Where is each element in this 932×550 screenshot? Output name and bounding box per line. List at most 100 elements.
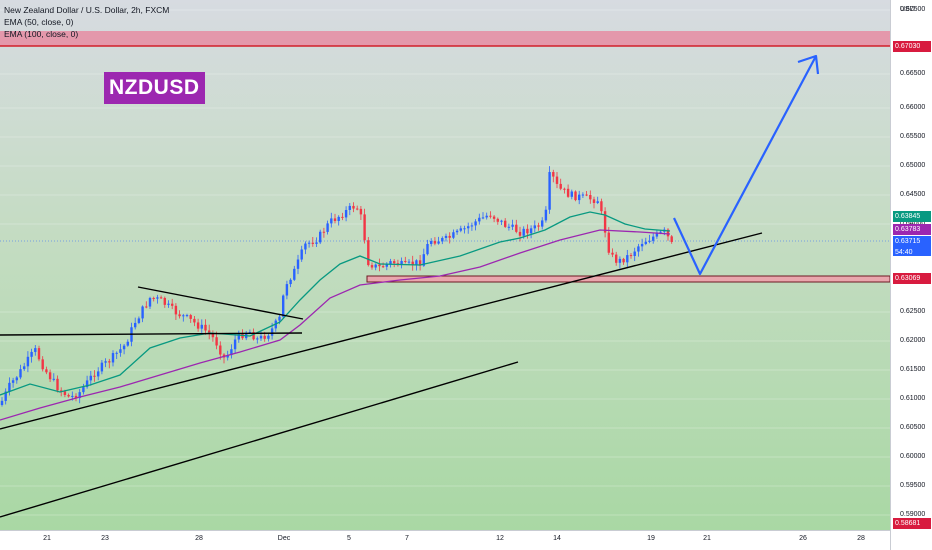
candle-body — [566, 188, 570, 197]
time-tick-label: 21 — [703, 535, 711, 542]
candle-body — [15, 377, 18, 381]
time-tick-label: Dec — [277, 535, 291, 542]
candle-body — [615, 254, 618, 263]
candle-body — [381, 266, 385, 268]
candle-body — [30, 351, 33, 357]
candle-body — [23, 366, 26, 370]
candle-body — [548, 172, 551, 210]
candle-body — [500, 220, 503, 222]
candle-body — [644, 241, 647, 244]
candle-body — [126, 341, 129, 346]
candle-body — [463, 228, 466, 230]
candle-body — [507, 226, 511, 228]
candle-body — [196, 322, 200, 329]
candle-body — [34, 348, 37, 352]
candle-body — [489, 215, 492, 217]
forecast-arrow-head — [797, 54, 820, 75]
candle-body — [496, 218, 499, 222]
candle-body — [478, 217, 481, 222]
candle-body — [426, 243, 429, 255]
time-tick-label: 28 — [195, 535, 203, 542]
candle-body — [389, 261, 392, 264]
candles — [0, 166, 673, 407]
candle-body — [208, 330, 211, 334]
candle-body — [559, 183, 562, 189]
candle-body — [407, 261, 411, 263]
candle-body — [322, 231, 326, 233]
candle-body — [511, 224, 514, 227]
candle-body — [319, 231, 322, 243]
candle-body — [393, 261, 396, 264]
candle-body — [285, 284, 289, 296]
candle-body — [48, 372, 52, 380]
ema-50-legend[interactable]: EMA (50, close, 0) — [4, 17, 74, 27]
candle-body — [293, 268, 296, 280]
candle-body — [640, 243, 644, 247]
candle-body — [433, 241, 437, 244]
candle-body — [411, 261, 414, 266]
candle-body — [156, 297, 159, 299]
candle-body — [189, 315, 192, 319]
candle-body — [204, 324, 207, 331]
candle-body — [652, 236, 655, 241]
lower-channel-line[interactable] — [0, 361, 519, 518]
candle-body — [474, 221, 477, 226]
ema-100-price-tag: 0.63783 — [893, 224, 931, 235]
time-axis[interactable] — [0, 530, 890, 550]
candle-body — [378, 264, 381, 267]
candle-body — [311, 242, 314, 244]
price-tick-label: 0.61500 — [900, 366, 926, 373]
time-tick-label: 5 — [347, 535, 351, 542]
time-tick-label: 23 — [101, 535, 109, 542]
candle-body — [344, 209, 348, 218]
candle-body — [356, 208, 359, 210]
price-tick-label: 0.62500 — [900, 308, 926, 315]
time-tick-label: 21 — [43, 535, 51, 542]
candle-body — [122, 345, 126, 350]
candle-body — [603, 211, 607, 233]
candle-body — [100, 362, 104, 372]
main-uptrend-line[interactable] — [0, 232, 763, 430]
candle-body — [430, 241, 433, 244]
candle-body — [119, 349, 122, 353]
candle-body — [256, 338, 259, 340]
forecast-path[interactable] — [673, 55, 817, 276]
ema-50-line — [0, 211, 671, 396]
candle-body — [278, 316, 281, 321]
candle-body — [307, 242, 311, 244]
candle-body — [185, 315, 189, 317]
price-tick-label: 0.65500 — [900, 133, 926, 140]
bar-countdown: 54:40 — [895, 249, 913, 256]
candle-body — [348, 205, 351, 210]
candle-body — [526, 228, 529, 234]
candle-body — [333, 218, 337, 221]
candle-body — [415, 260, 418, 266]
candle-body — [533, 225, 536, 229]
candle-body — [467, 226, 470, 229]
resistance-target-zone — [0, 31, 890, 46]
candle-body — [618, 258, 622, 263]
candle-body — [596, 201, 599, 203]
trendlines — [0, 232, 763, 518]
candle-body — [45, 369, 48, 373]
candle-body — [182, 315, 185, 317]
candle-body — [93, 375, 96, 377]
horizontal-neckline[interactable] — [0, 332, 303, 336]
candle-body — [637, 246, 640, 252]
price-tick-label: 0.60500 — [900, 424, 926, 431]
candle-body — [67, 394, 70, 397]
candle-body — [452, 232, 455, 238]
candle-body — [267, 335, 270, 339]
candle-body — [541, 220, 544, 227]
candle-body — [444, 235, 448, 238]
ema-100-legend[interactable]: EMA (100, close, 0) — [4, 29, 79, 39]
candle-body — [237, 333, 240, 340]
candle-body — [8, 382, 11, 392]
triangle-upper-line[interactable] — [137, 286, 304, 320]
candle-body — [11, 380, 15, 383]
candle-body — [448, 235, 451, 238]
candle-body — [633, 251, 636, 256]
candle-body — [563, 188, 566, 190]
candle-body — [145, 306, 148, 308]
candle-body — [552, 172, 555, 177]
